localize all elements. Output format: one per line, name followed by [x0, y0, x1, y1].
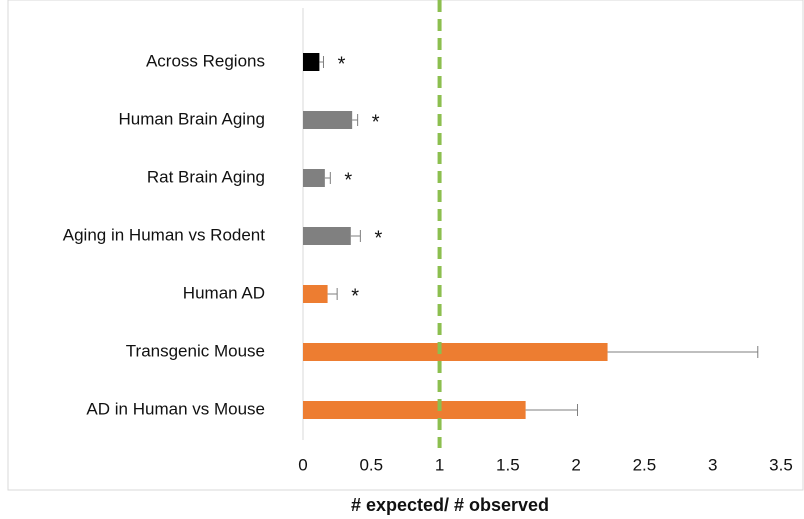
- bar: [303, 111, 353, 129]
- category-label: Across Regions: [146, 51, 265, 70]
- category-label: Transgenic Mouse: [126, 341, 265, 360]
- category-label: Aging in Human vs Rodent: [63, 225, 266, 244]
- bar: [303, 285, 328, 303]
- significance-marker: *: [372, 111, 380, 133]
- bar: [303, 53, 320, 71]
- error-bar: [324, 172, 331, 184]
- error-bar: [350, 230, 361, 242]
- error-bar: [327, 288, 338, 300]
- x-tick-label: 1.5: [496, 455, 520, 474]
- significance-marker: *: [338, 53, 346, 75]
- category-label: AD in Human vs Mouse: [86, 399, 265, 418]
- significance-marker: *: [344, 169, 352, 191]
- x-tick-label: 2: [571, 455, 580, 474]
- error-bar: [607, 346, 759, 358]
- x-tick-label: 2.5: [633, 455, 657, 474]
- bar: [303, 401, 526, 419]
- x-tick-label: 0: [298, 455, 307, 474]
- bar: [303, 227, 351, 245]
- bar: [303, 343, 608, 361]
- category-label: Rat Brain Aging: [147, 167, 265, 186]
- error-bar: [352, 114, 359, 126]
- significance-marker: *: [374, 227, 382, 249]
- significance-marker: *: [351, 285, 359, 307]
- x-tick-label: 1: [435, 455, 444, 474]
- x-axis-label: # expected/ # observed: [351, 495, 549, 515]
- x-tick-label: 3: [708, 455, 717, 474]
- category-label: Human Brain Aging: [119, 109, 265, 128]
- error-bar: [525, 404, 579, 416]
- x-tick-label: 3.5: [769, 455, 793, 474]
- error-bar: [319, 56, 324, 68]
- category-label: Human AD: [183, 283, 265, 302]
- x-tick-label: 0.5: [359, 455, 383, 474]
- bar: [303, 169, 325, 187]
- chart-frame: [7, 0, 804, 491]
